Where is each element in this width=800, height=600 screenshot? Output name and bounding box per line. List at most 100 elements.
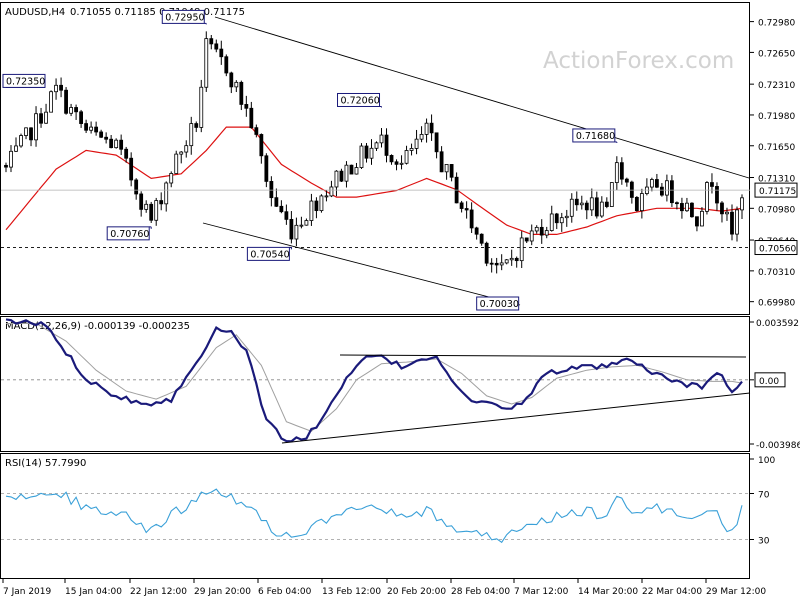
- candle-body: [234, 81, 239, 88]
- candle-body: [554, 213, 559, 224]
- candle-body: [364, 145, 369, 159]
- candle-body: [194, 123, 199, 128]
- candle-body: [109, 138, 114, 149]
- candle-body: [604, 201, 609, 207]
- candle-body: [609, 182, 614, 207]
- candle-body: [219, 48, 224, 58]
- macd-plot: 0.00: [1, 318, 786, 444]
- candle-body: [289, 218, 294, 240]
- candle-body: [685, 202, 689, 212]
- candle-body: [19, 135, 23, 147]
- candle-body: [184, 145, 189, 153]
- candle-body: [59, 84, 63, 91]
- candle-body: [369, 147, 374, 159]
- candle-body: [74, 107, 78, 113]
- candle-body: [164, 182, 169, 205]
- candle-body: [389, 155, 394, 163]
- time-tick-label: 28 Feb 04:00: [451, 587, 510, 597]
- candle-body: [589, 197, 594, 211]
- watermark: ActionForex.com: [543, 48, 734, 74]
- candle-body: [705, 182, 709, 212]
- annotation-label: 0.71680: [576, 131, 615, 142]
- time-tick-label: 6 Feb 04:00: [258, 587, 312, 597]
- price-tick-label: 0.71310: [758, 175, 795, 185]
- candle-body: [730, 211, 734, 235]
- time-tick-label: 13 Feb 12:00: [322, 587, 381, 597]
- candle-body: [464, 208, 469, 211]
- annotation-box: [572, 128, 616, 143]
- candle-body: [269, 181, 274, 199]
- candle-body: [479, 233, 484, 244]
- macd-resistance-line: [339, 354, 747, 358]
- candle-body: [114, 139, 119, 149]
- candle-body: [384, 134, 389, 156]
- candle-body: [169, 173, 174, 184]
- candle-body: [459, 202, 464, 209]
- candle-body: [239, 81, 244, 105]
- candle-body: [634, 196, 639, 212]
- annotation-label: 0.72350: [6, 76, 45, 87]
- candle-body: [339, 170, 344, 182]
- candle-body: [444, 164, 449, 173]
- support-price-box: [754, 240, 798, 256]
- candle-body: [54, 84, 58, 93]
- candle-body: [279, 205, 284, 213]
- candle-body: [670, 180, 674, 204]
- candle-body: [334, 170, 339, 188]
- candle-body: [594, 197, 599, 217]
- candle-body: [735, 209, 739, 235]
- macd-tick-label: 0.003592: [756, 319, 799, 329]
- time-tick-label: 22 Jan 12:00: [130, 587, 187, 597]
- annotation-box: [2, 73, 46, 88]
- candle-body: [429, 122, 434, 134]
- candle-body: [9, 150, 13, 168]
- price-axis: 0.72980 0.72650 0.72310 0.71980 0.71650 0.713…: [750, 19, 795, 309]
- macd-zero-label: 0.00: [759, 377, 779, 387]
- candle-body: [29, 127, 33, 141]
- rsi-axis: 100 70 30: [750, 456, 775, 547]
- candle-body: [209, 38, 214, 45]
- candle-body: [284, 211, 289, 220]
- time-tick-label: 14 Mar 20:00: [578, 587, 638, 597]
- candle-body: [504, 259, 509, 264]
- candle-body: [695, 216, 699, 227]
- candle-body: [354, 167, 359, 175]
- annotation-label: 0.70760: [110, 229, 149, 240]
- rsi-tick-label: 100: [758, 456, 775, 466]
- time-tick-label: 22 Mar 04:00: [642, 587, 702, 597]
- candle-body: [129, 157, 134, 181]
- annotation-box: [476, 296, 520, 311]
- macd-panel-frame: [0, 316, 750, 452]
- candle-body: [700, 210, 704, 227]
- candle-body: [154, 200, 159, 221]
- candle-body: [224, 56, 229, 74]
- price-tick-label: 0.71980: [758, 112, 795, 122]
- time-tick-label: 20 Feb 20:00: [387, 587, 446, 597]
- candle-body: [514, 257, 519, 262]
- candle-body: [309, 200, 314, 221]
- candle-body: [204, 38, 209, 88]
- candle-body: [104, 136, 109, 140]
- candle-body: [539, 226, 544, 236]
- candle-body: [624, 178, 629, 183]
- candle-body: [249, 107, 254, 129]
- price-annotations: 0.72950 0.72350 0.72060 0.70760 0.70540 0.716…: [2, 9, 618, 311]
- annotation-box: [337, 92, 381, 107]
- candle-body: [44, 111, 48, 124]
- price-tick-label: 0.72310: [758, 81, 795, 91]
- candle-body: [359, 145, 364, 168]
- annotation-label: 0.70540: [250, 249, 289, 260]
- candle-body: [574, 198, 579, 206]
- candle-body: [329, 186, 334, 197]
- candle-body: [675, 202, 679, 205]
- candle-body: [144, 203, 149, 210]
- candle-body: [720, 202, 724, 215]
- candle-body: [529, 230, 534, 242]
- descending-resistance-line: [214, 16, 750, 179]
- candle-body: [469, 209, 474, 229]
- candle-body: [544, 230, 549, 236]
- time-tick-label: 7 Mar 12:00: [514, 587, 569, 597]
- candle-body: [474, 227, 479, 235]
- current-price-box: [754, 182, 798, 198]
- candle-body: [715, 186, 719, 204]
